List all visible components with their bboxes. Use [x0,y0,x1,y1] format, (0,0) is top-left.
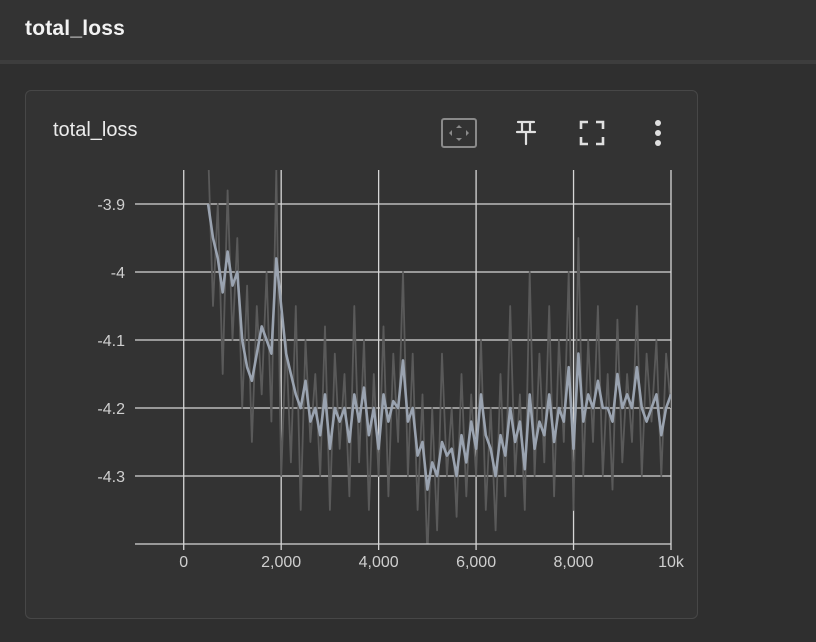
y-tick-label: -4.1 [97,333,125,350]
more-vert-icon [655,120,661,146]
section-title: total_loss [25,17,126,40]
raw-series-line [207,170,671,544]
x-tick-label: 4,000 [359,554,399,571]
y-tick-label: -4 [111,265,125,282]
pin-icon [515,120,537,146]
fullscreen-icon [579,120,605,146]
x-tick-label: 6,000 [456,554,496,571]
y-tick-label: -4.3 [97,469,125,486]
fullscreen-button[interactable] [572,113,612,153]
y-tick-label: -3.9 [97,197,125,214]
smoothed-series-line [206,203,671,491]
x-tick-label: 0 [179,554,188,571]
x-tick-label: 8,000 [554,554,594,571]
pin-button[interactable] [506,113,546,153]
more-options-button[interactable] [638,113,678,153]
x-tick-label: 2,000 [261,554,301,571]
y-tick-label: -4.2 [97,401,125,418]
card-title: total_loss [53,119,138,141]
chart-card: total_loss [25,90,698,619]
fit-domain-button[interactable] [439,113,479,153]
x-tick-label: 10k [658,554,685,571]
section-header: total_loss [0,0,816,64]
fit-domain-icon [441,118,477,148]
